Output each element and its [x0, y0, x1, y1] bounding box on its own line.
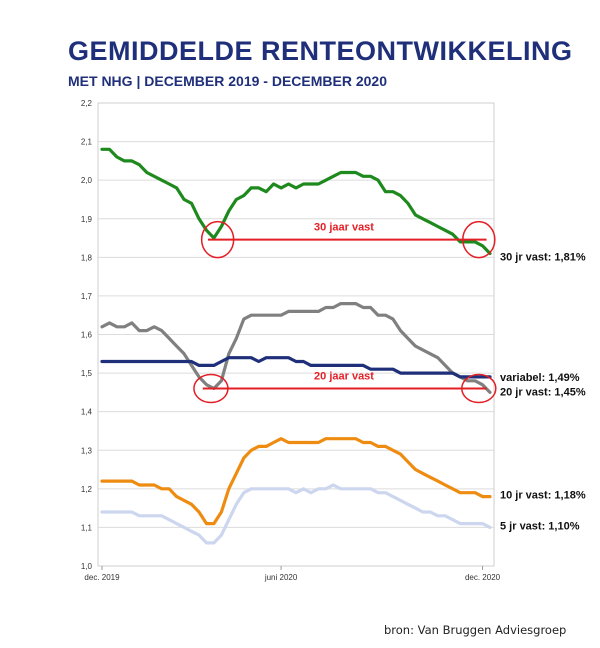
y-tick-label: 1,7 — [81, 292, 93, 301]
annotation-circle — [200, 220, 235, 259]
x-axis: dec. 2019 juni 2020 dec. 2020 — [84, 566, 501, 582]
end-label-30jr: 30 jr vast: 1,81% — [500, 252, 586, 264]
page-subtitle: MET NHG | DECEMBER 2019 - DECEMBER 2020 — [68, 73, 387, 89]
series-lines — [100, 147, 492, 545]
page-title: GEMIDDELDE RENTEONTWIKKELING — [68, 36, 573, 66]
end-label-10jr: 10 jr vast: 1,18% — [500, 490, 586, 502]
plot-frame — [97, 102, 495, 567]
annotation-label: 20 jaar vast — [314, 371, 374, 383]
y-tick-label: 1,4 — [81, 408, 93, 417]
annotations: 30 jaar vast 20 jaar vast — [193, 220, 497, 404]
annotation-circle — [193, 373, 229, 404]
end-labels: 30 jr vast: 1,81% 20 jr vast: 1,45% variab… — [500, 252, 586, 533]
annotation-circle — [461, 373, 497, 404]
series-line-variabel — [100, 356, 492, 379]
annotation-label: 30 jaar vast — [314, 222, 374, 234]
series-line-20jr — [100, 302, 492, 394]
end-label-variabel: variabel: 1,49% — [500, 372, 580, 384]
y-tick-label: 1,1 — [81, 523, 93, 532]
x-tick-label: dec. 2019 — [84, 573, 120, 582]
annotation-circle — [462, 220, 496, 259]
series-line-30jr — [100, 147, 492, 256]
series-line-10jr — [100, 437, 492, 526]
y-tick-label: 1,9 — [81, 215, 93, 224]
y-tick-label: 1,5 — [81, 369, 93, 378]
y-tick-label: 2,1 — [81, 138, 93, 147]
x-tick-label: juni 2020 — [264, 573, 298, 582]
y-tick-label: 2,2 — [81, 99, 93, 108]
y-tick-label: 1,8 — [81, 253, 93, 262]
y-tick-label: 1,0 — [81, 562, 93, 571]
y-axis: 1,0 1,1 1,2 1,3 1,4 1,5 1,6 1,7 1,8 1,9 2,0 2,1 2,2 — [81, 99, 93, 571]
y-tick-label: 1,3 — [81, 446, 93, 455]
end-label-5jr: 5 jr vast: 1,10% — [500, 520, 580, 532]
source-note: bron: Van Bruggen Adviesgroep — [384, 623, 567, 637]
grid — [97, 102, 495, 567]
y-tick-label: 1,6 — [81, 331, 93, 340]
series-line-5jr — [100, 483, 492, 545]
y-tick-label: 1,2 — [81, 485, 93, 494]
y-tick-label: 2,0 — [81, 176, 93, 185]
end-label-20jr: 20 jr vast: 1,45% — [500, 387, 586, 399]
x-tick-label: dec. 2020 — [465, 573, 501, 582]
